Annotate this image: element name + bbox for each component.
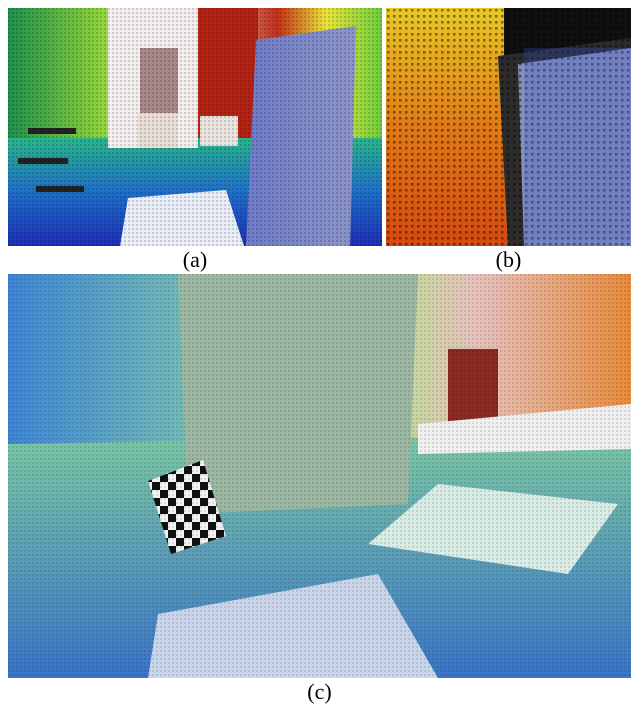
- photo-panel-b: [386, 8, 631, 246]
- caption-a: (a): [182, 247, 208, 272]
- photo-panel-a: [8, 8, 382, 246]
- photo-panel-c: [8, 274, 631, 678]
- caption-c: (c): [307, 679, 332, 704]
- caption-b: (b): [495, 247, 522, 272]
